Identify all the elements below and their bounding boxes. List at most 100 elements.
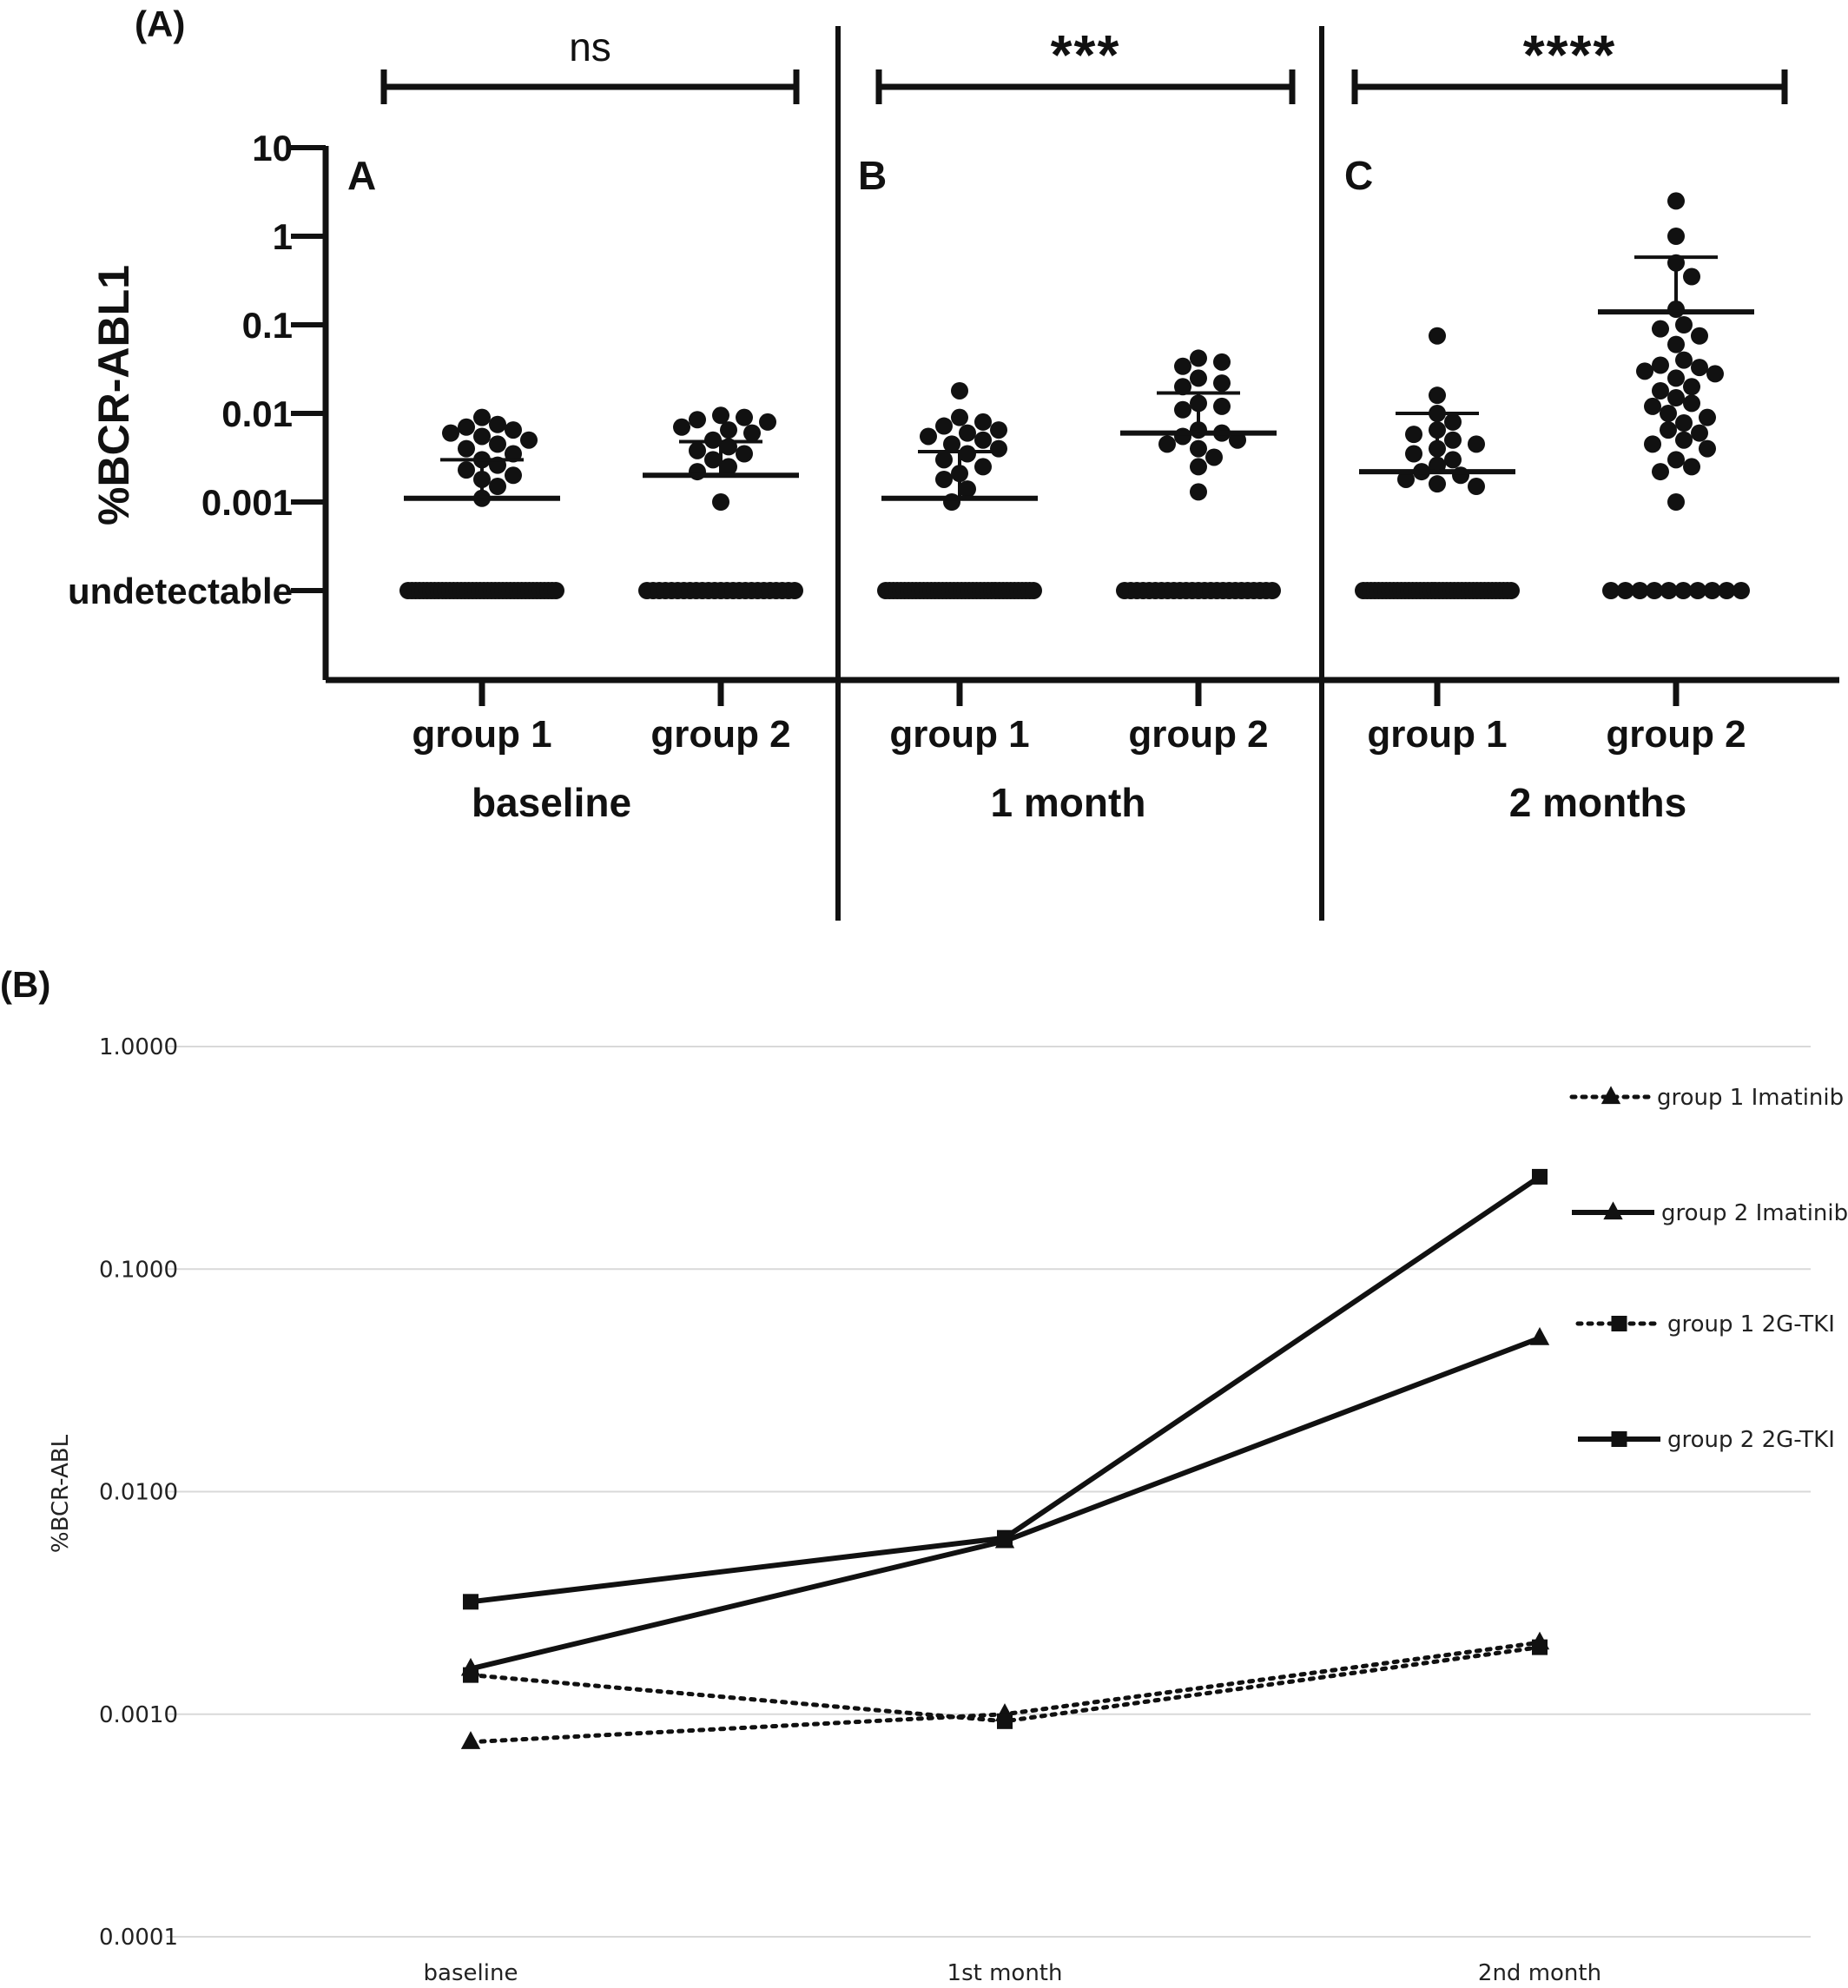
data-point (743, 424, 761, 442)
legend-entry: group 1 Imatinib (1569, 1085, 1844, 1111)
undetectable-point (1689, 582, 1706, 599)
data-point (1174, 427, 1191, 446)
panel-b-x-tick-label: 2nd month (1478, 1960, 1601, 1986)
data-point (489, 415, 506, 433)
data-point (1468, 478, 1485, 496)
data-point (442, 424, 459, 442)
data-point (473, 427, 491, 446)
data-point (1644, 435, 1661, 453)
data-point (990, 439, 1007, 458)
undetectable-point (1732, 582, 1750, 599)
data-point (974, 431, 992, 449)
undetectable-point (1718, 582, 1736, 599)
panel-b-x-tick-label: baseline (424, 1960, 518, 1986)
legend-label: group 1 2G-TKI (1667, 1311, 1835, 1337)
subpanel-letter: B (858, 153, 887, 198)
line-marker-triangle (1603, 1201, 1623, 1220)
line-marker-square (463, 1594, 478, 1610)
panel-b-x-tick-label: 1st month (947, 1960, 1063, 1986)
data-point (1652, 463, 1669, 481)
panel-a-y-tick-label: undetectable (68, 571, 293, 611)
data-point (1706, 365, 1724, 383)
data-point (1190, 458, 1207, 476)
group-label: group 1 (1367, 713, 1507, 756)
data-point (1691, 327, 1708, 345)
line-marker-square (1611, 1431, 1627, 1447)
data-point (1158, 435, 1176, 453)
legend-entry: group 2 Imatinib (1572, 1200, 1848, 1226)
data-point (1213, 353, 1231, 371)
data-point (990, 421, 1007, 439)
data-point (920, 427, 937, 446)
group-label: group 1 (412, 713, 551, 756)
data-point (1691, 359, 1708, 377)
data-point (1405, 426, 1422, 444)
data-point (951, 408, 968, 426)
undetectable-point (547, 582, 564, 599)
undetectable-point (1631, 582, 1649, 599)
data-point (935, 451, 953, 469)
group-column: group 1 (1355, 327, 1520, 756)
data-point (1205, 448, 1223, 466)
data-point (720, 458, 737, 476)
data-point (505, 466, 522, 485)
data-point (1667, 369, 1685, 387)
data-point (1683, 267, 1700, 286)
series-group-2-imatinib (460, 1327, 1550, 1676)
data-point (1190, 439, 1207, 458)
data-point (1429, 327, 1446, 345)
undetectable-point (1602, 582, 1620, 599)
line-marker-square (1532, 1168, 1548, 1185)
panel-a-label: (A) (135, 3, 185, 44)
data-point (1190, 369, 1207, 387)
data-point (736, 408, 753, 426)
data-point (1667, 451, 1685, 469)
legend-label: group 1 Imatinib (1657, 1085, 1844, 1111)
data-point (712, 406, 729, 425)
data-point (1699, 408, 1716, 426)
data-point (1444, 431, 1462, 449)
panel-a-dot-plot: (A) %BCR-ABL1 10 1 0.1 0.01 0.001 undetectabl… (68, 3, 1839, 921)
group-column: group 1 (877, 381, 1042, 756)
data-point (489, 435, 506, 453)
data-point (1213, 374, 1231, 393)
data-point (1174, 400, 1191, 419)
subpanel-letter: A (347, 153, 376, 198)
data-point (959, 424, 976, 442)
data-point (1397, 470, 1415, 488)
significance-label: *** (1051, 23, 1121, 86)
undetectable-point (1502, 582, 1520, 599)
subpanel-b: B *** 1 month group 1 group 2 (858, 23, 1296, 825)
significance-label: ns (569, 24, 611, 69)
data-point (458, 439, 475, 458)
subpanel-a: Ans baseline group 1 group 2 (347, 24, 803, 825)
data-point (974, 413, 992, 431)
data-point (1190, 349, 1207, 367)
undetectable-point (1674, 582, 1693, 599)
data-point (1190, 483, 1207, 501)
data-point (673, 418, 690, 436)
data-point (1660, 421, 1677, 439)
panel-b-y-tick-label: 0.1000 (99, 1257, 178, 1283)
data-point (951, 381, 968, 400)
data-point (458, 418, 475, 436)
line-marker-square (1611, 1316, 1627, 1331)
group-column: group 2 (1598, 192, 1754, 756)
group-label: group 1 (889, 713, 1029, 756)
data-point (959, 445, 976, 463)
line-marker-triangle (1529, 1327, 1550, 1345)
line-marker-square (997, 1713, 1013, 1729)
data-point (704, 451, 722, 469)
data-point (1683, 378, 1700, 396)
data-point (736, 445, 753, 463)
undetectable-point (1646, 582, 1663, 599)
panel-a-y-tick-label: 0.001 (201, 482, 293, 523)
data-point (1429, 386, 1446, 405)
panel-a-y-tick-label: 10 (252, 128, 293, 168)
group-column: group 2 (638, 406, 803, 756)
group-label: group 2 (650, 713, 790, 756)
data-point (505, 421, 522, 439)
data-point (1174, 378, 1191, 396)
undetectable-point (786, 582, 803, 599)
